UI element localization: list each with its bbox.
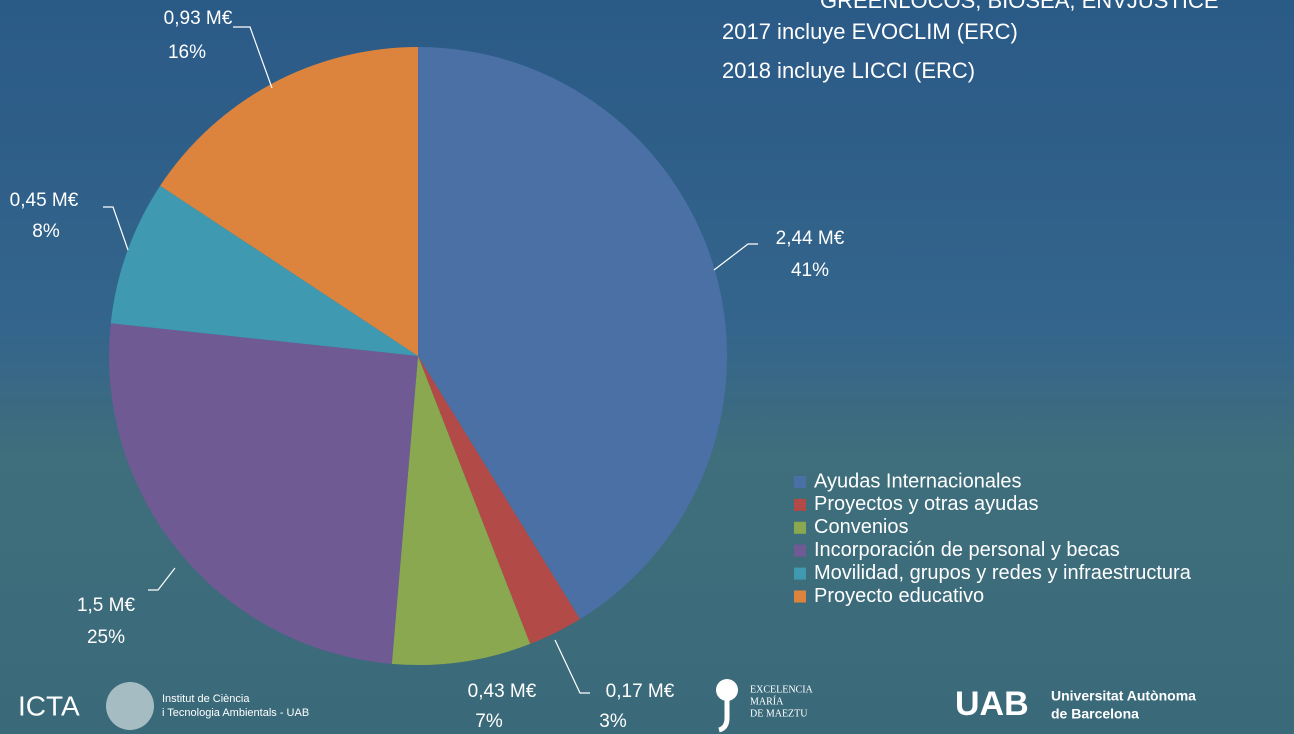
logo-text: Institut de Ciència	[162, 693, 250, 705]
logo-icon	[106, 682, 154, 730]
logo-text: EXCELENCIA	[750, 684, 814, 695]
percent-label: 8%	[32, 221, 60, 242]
legend-swatch	[794, 498, 806, 511]
leader-line	[148, 567, 176, 591]
legend-label: Ayudas Internacionales	[814, 470, 1022, 492]
legend-swatch	[794, 567, 806, 580]
data-label: 0,17 M€	[606, 681, 675, 702]
legend-label: Incorporación de personal y becas	[814, 539, 1120, 561]
pie-slice	[160, 47, 418, 356]
logo-text: ICTA	[18, 690, 80, 721]
data-label: 2,44 M€	[776, 228, 845, 249]
data-label: 0,45 M€	[10, 190, 79, 211]
pie-slice	[418, 356, 581, 644]
legend-swatch	[794, 590, 806, 603]
legend-swatch	[794, 544, 806, 557]
legend-swatch	[794, 521, 806, 534]
pie-slice	[109, 323, 419, 664]
note: 2017 incluye EVOCLIM (ERC)	[722, 19, 1018, 44]
logo-text: Universitat Autònoma	[1051, 688, 1196, 704]
pie-slice	[418, 47, 727, 620]
note: GREENLOCOS, BIOSEA, ENVJUSTICE	[820, 0, 1219, 13]
data-label: 1,5 M€	[77, 595, 136, 616]
percent-label: 25%	[87, 627, 125, 648]
legend-label: Proyectos y otras ayudas	[814, 493, 1039, 515]
leader-line	[713, 243, 758, 271]
percent-label: 16%	[168, 42, 206, 63]
percent-label: 7%	[475, 711, 503, 732]
leader-line	[554, 639, 590, 694]
leader-line	[233, 26, 273, 89]
leader-line	[103, 206, 129, 251]
pie: 2,44 M€ 41% 0,17 M€ 3% 0,43 M€ 7% 1,5 M€ 25% 0,4…	[10, 8, 845, 732]
logo-icta: ICTA Institut de Ciència i Tecnologia Am…	[18, 682, 309, 730]
legend-swatch	[794, 476, 806, 488]
logo-maeztu: EXCELENCIA MARÍA DE MAEZTU	[716, 679, 814, 733]
logo-icon	[716, 679, 738, 701]
logo-text: UAB	[955, 685, 1029, 723]
logo-text: DE MAEZTU	[750, 708, 808, 719]
percent-label: 41%	[791, 260, 829, 281]
logo-text: MARÍA	[750, 695, 784, 707]
note: 2018 incluye LICCI (ERC)	[722, 58, 975, 83]
logo-icon	[718, 700, 730, 733]
logo-uab: UAB Universitat Autònoma de Barcelona	[955, 685, 1196, 723]
percent-label: 3%	[599, 711, 627, 732]
logo-text: de Barcelona	[1051, 706, 1139, 722]
legend-label: Convenios	[814, 516, 909, 538]
pie-slice	[391, 356, 531, 666]
legend-label: Movilidad, grupos y redes y infraestruct…	[814, 562, 1192, 584]
data-label: 0,93 M€	[164, 8, 233, 29]
pie-slice	[110, 185, 419, 356]
legend-label: Proyecto educativo	[814, 585, 984, 607]
data-label: 0,43 M€	[468, 681, 537, 702]
logo-text: i Tecnologia Ambientals - UAB	[162, 707, 309, 719]
